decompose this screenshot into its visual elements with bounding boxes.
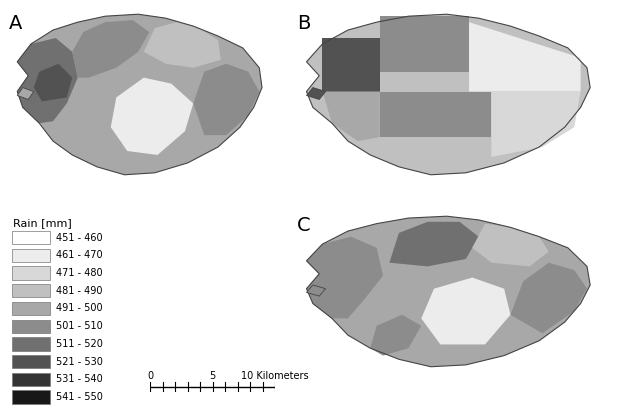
Polygon shape bbox=[306, 88, 326, 100]
Polygon shape bbox=[469, 22, 581, 92]
Text: A: A bbox=[9, 14, 22, 33]
Text: 511 - 520: 511 - 520 bbox=[56, 339, 102, 349]
Polygon shape bbox=[111, 78, 193, 155]
Bar bbox=[12, 320, 50, 333]
Polygon shape bbox=[389, 222, 479, 266]
Bar bbox=[12, 355, 50, 368]
Text: 491 - 500: 491 - 500 bbox=[56, 304, 102, 313]
Bar bbox=[12, 231, 50, 244]
Text: 541 - 550: 541 - 550 bbox=[56, 392, 102, 402]
Text: 531 - 540: 531 - 540 bbox=[56, 375, 102, 385]
Bar bbox=[12, 337, 50, 351]
Text: 5: 5 bbox=[209, 371, 216, 381]
Polygon shape bbox=[370, 315, 421, 356]
Text: 461 - 470: 461 - 470 bbox=[56, 250, 102, 260]
Bar bbox=[12, 373, 50, 386]
Polygon shape bbox=[380, 92, 491, 137]
Polygon shape bbox=[144, 22, 221, 68]
Polygon shape bbox=[322, 38, 380, 92]
Polygon shape bbox=[18, 14, 262, 175]
Bar bbox=[12, 284, 50, 297]
Polygon shape bbox=[472, 224, 549, 266]
Text: Rain [mm]: Rain [mm] bbox=[13, 218, 72, 228]
Polygon shape bbox=[34, 64, 72, 102]
Polygon shape bbox=[72, 127, 122, 163]
Polygon shape bbox=[322, 92, 380, 141]
Polygon shape bbox=[511, 263, 587, 333]
Text: 10 Kilometers: 10 Kilometers bbox=[241, 371, 309, 381]
Text: C: C bbox=[297, 216, 311, 235]
Polygon shape bbox=[18, 38, 78, 123]
Polygon shape bbox=[306, 216, 590, 367]
Text: 501 - 510: 501 - 510 bbox=[56, 321, 102, 331]
Bar bbox=[12, 390, 50, 404]
Text: 451 - 460: 451 - 460 bbox=[56, 233, 102, 242]
Bar bbox=[12, 249, 50, 262]
Polygon shape bbox=[306, 14, 590, 175]
Polygon shape bbox=[421, 278, 511, 344]
Polygon shape bbox=[306, 237, 383, 318]
Text: 471 - 480: 471 - 480 bbox=[56, 268, 102, 278]
Polygon shape bbox=[380, 16, 469, 72]
Bar bbox=[12, 302, 50, 315]
Polygon shape bbox=[18, 88, 34, 100]
Text: 481 - 490: 481 - 490 bbox=[56, 286, 102, 296]
Text: 521 - 530: 521 - 530 bbox=[56, 357, 102, 367]
Text: B: B bbox=[297, 14, 310, 33]
Text: 0: 0 bbox=[147, 371, 153, 381]
Polygon shape bbox=[306, 285, 326, 296]
Polygon shape bbox=[193, 64, 259, 135]
Bar bbox=[12, 266, 50, 280]
Polygon shape bbox=[72, 20, 149, 78]
Polygon shape bbox=[491, 92, 581, 157]
